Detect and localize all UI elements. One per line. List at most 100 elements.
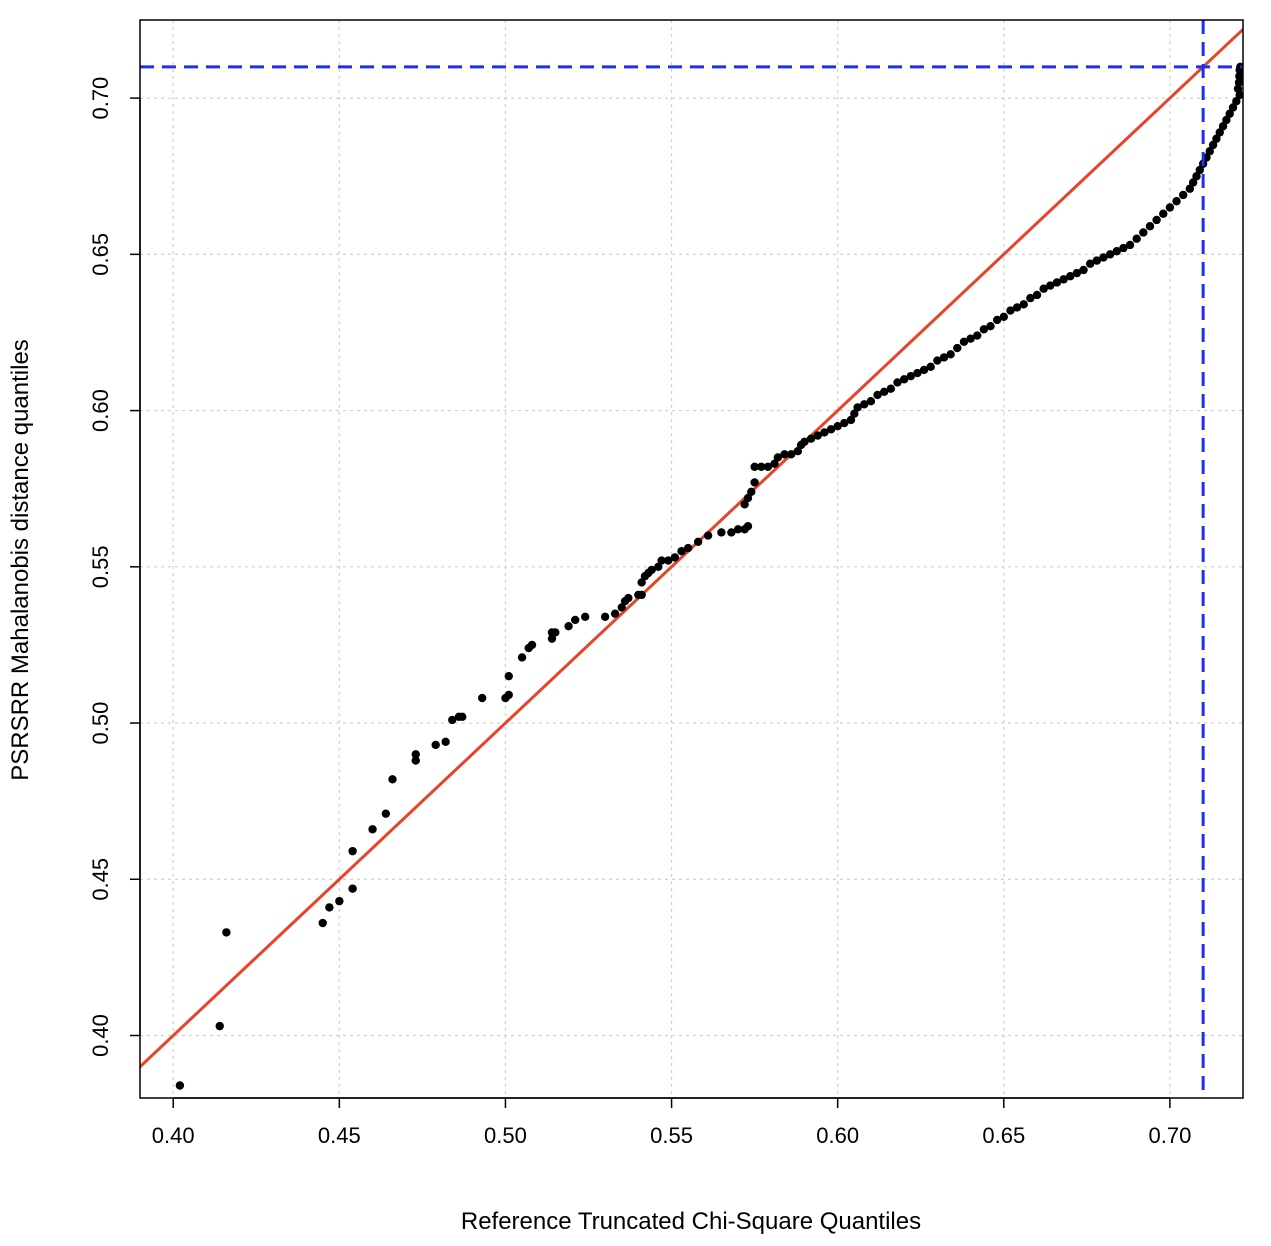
data-point xyxy=(913,368,922,378)
data-point xyxy=(1145,222,1155,231)
data-point xyxy=(786,450,796,459)
y-tick-label: 0.40 xyxy=(88,1014,113,1057)
data-point xyxy=(850,409,859,418)
y-tick-label: 0.60 xyxy=(88,389,113,432)
data-point xyxy=(441,737,450,746)
data-point xyxy=(800,437,809,447)
data-point xyxy=(1159,209,1168,218)
data-point xyxy=(1192,172,1201,181)
data-point xyxy=(1092,256,1102,265)
data-point xyxy=(677,546,686,556)
data-point xyxy=(1119,243,1128,253)
data-point xyxy=(770,459,779,468)
data-point xyxy=(1228,103,1238,112)
data-point xyxy=(1059,275,1068,284)
data-point xyxy=(1139,228,1148,237)
x-tick-label: 0.50 xyxy=(484,1123,527,1148)
data-point xyxy=(926,362,935,372)
data-point xyxy=(806,434,816,443)
data-point xyxy=(763,462,773,472)
data-point xyxy=(1105,250,1115,259)
data-point xyxy=(860,400,869,409)
data-point xyxy=(1032,290,1042,300)
data-point xyxy=(717,528,726,537)
data-point xyxy=(1195,165,1205,175)
data-point xyxy=(670,553,680,562)
data-point xyxy=(893,378,902,387)
data-point xyxy=(946,350,955,359)
data-point xyxy=(617,603,626,612)
data-point xyxy=(733,525,743,534)
data-point xyxy=(953,343,962,353)
data-point xyxy=(703,531,713,540)
x-axis: 0.40 0.45 0.50 0.55 0.60 0.65 0.70 xyxy=(152,1097,1191,1148)
y-tick-label: 0.45 xyxy=(88,858,113,901)
data-point xyxy=(1236,62,1243,72)
data-point xyxy=(1212,134,1221,143)
data-point xyxy=(747,487,756,497)
data-point xyxy=(1234,78,1243,87)
data-point xyxy=(743,521,753,531)
data-point xyxy=(1072,268,1082,278)
data-point xyxy=(610,609,620,618)
data-point xyxy=(411,756,420,765)
data-point xyxy=(939,353,949,362)
data-point xyxy=(564,621,573,631)
y-tick-label: 0.70 xyxy=(88,77,113,120)
data-point xyxy=(1099,253,1108,262)
data-point xyxy=(873,390,882,400)
data-point xyxy=(1172,197,1181,206)
data-point xyxy=(348,846,357,856)
data-point xyxy=(1225,109,1234,118)
x-tick-label: 0.40 xyxy=(152,1123,195,1148)
data-point xyxy=(780,450,789,459)
data-point xyxy=(1178,190,1188,200)
data-point xyxy=(1112,247,1121,256)
data-point xyxy=(547,634,557,643)
data-point xyxy=(1235,90,1243,100)
data-point xyxy=(431,740,440,750)
data-point xyxy=(959,337,969,347)
data-point xyxy=(1012,303,1022,312)
data-point xyxy=(458,712,467,721)
data-point xyxy=(448,715,457,725)
data-point xyxy=(1205,147,1214,156)
x-tick-label: 0.45 xyxy=(318,1123,361,1148)
grid-lines xyxy=(140,20,1243,1098)
data-point xyxy=(773,453,783,462)
y-tick-label: 0.65 xyxy=(88,233,113,276)
data-point xyxy=(388,775,397,784)
data-point xyxy=(1232,97,1241,106)
data-point xyxy=(368,825,377,834)
data-point xyxy=(517,653,527,662)
data-point xyxy=(504,671,513,681)
data-point xyxy=(973,331,982,340)
y-axis: 0.40 0.45 0.50 0.55 0.60 0.65 0.70 xyxy=(88,77,141,1057)
data-point xyxy=(624,593,633,603)
data-point xyxy=(966,334,975,343)
data-point xyxy=(325,903,334,912)
data-point xyxy=(979,325,989,334)
data-point xyxy=(933,356,942,365)
data-point xyxy=(222,928,231,937)
data-point xyxy=(992,315,1002,325)
x-tick-label: 0.70 xyxy=(1148,1123,1191,1148)
data-point xyxy=(750,478,759,487)
y-axis-title: PSRSRR Mahalanobis distance quantiles xyxy=(7,339,34,781)
data-point xyxy=(657,556,666,565)
data-point xyxy=(1085,259,1095,268)
data-point xyxy=(1132,234,1141,243)
y-tick-label: 0.55 xyxy=(88,545,113,588)
data-point xyxy=(571,615,580,625)
data-point xyxy=(1222,115,1231,125)
data-point xyxy=(846,415,856,425)
data-point xyxy=(1165,203,1175,212)
x-tick-label: 0.55 xyxy=(650,1123,693,1148)
data-point xyxy=(683,543,693,553)
data-point xyxy=(1188,178,1198,187)
data-point xyxy=(1125,240,1135,250)
data-point xyxy=(986,322,995,331)
